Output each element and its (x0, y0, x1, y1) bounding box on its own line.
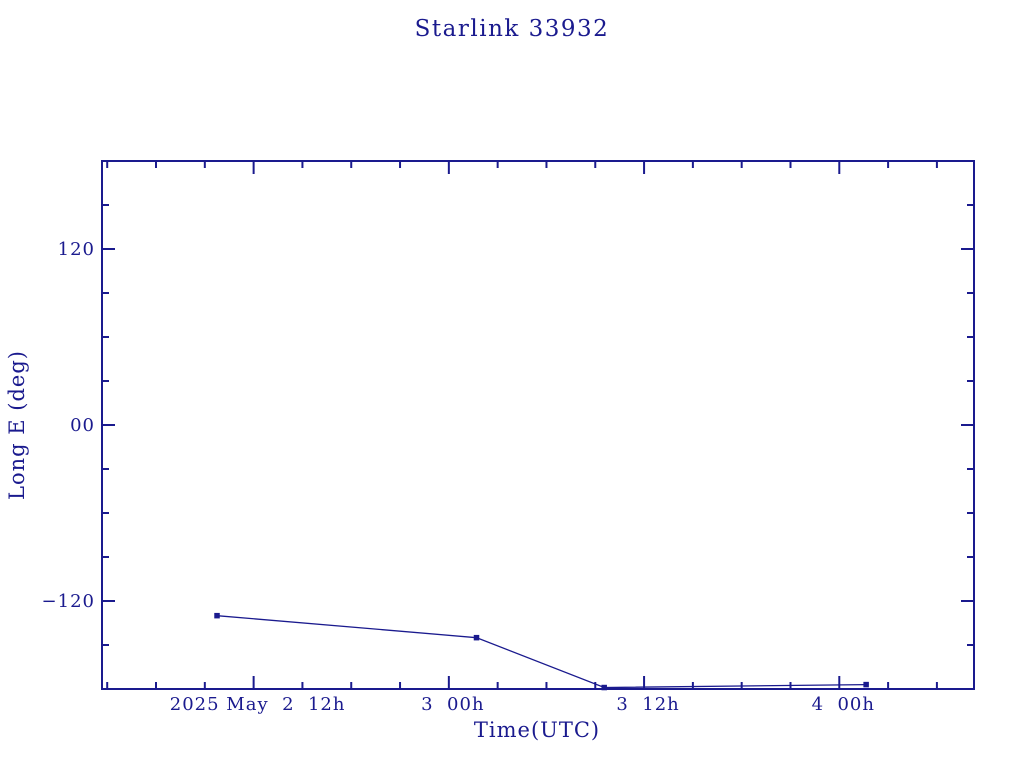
data-point-marker (473, 634, 480, 641)
x-tick-label: 2025 May 2 12h (170, 694, 346, 715)
data-point-marker (601, 684, 607, 691)
data-point-marker (214, 612, 220, 619)
x-tick-label: 4 00h (812, 694, 875, 715)
x-tick-label: 3 00h (421, 694, 484, 715)
plot-frame (101, 160, 975, 690)
data-point-marker (863, 681, 869, 688)
data-line (216, 615, 867, 689)
y-tick-label: −120 (42, 591, 95, 612)
y-axis-title: Long E (deg) (5, 350, 29, 500)
x-axis-title: Time(UTC) (473, 718, 601, 742)
y-tick-label: 120 (58, 239, 95, 260)
y-tick-label: 00 (70, 415, 95, 436)
chart-title: Starlink 33932 (414, 16, 610, 42)
x-tick-label: 3 12h (616, 694, 679, 715)
